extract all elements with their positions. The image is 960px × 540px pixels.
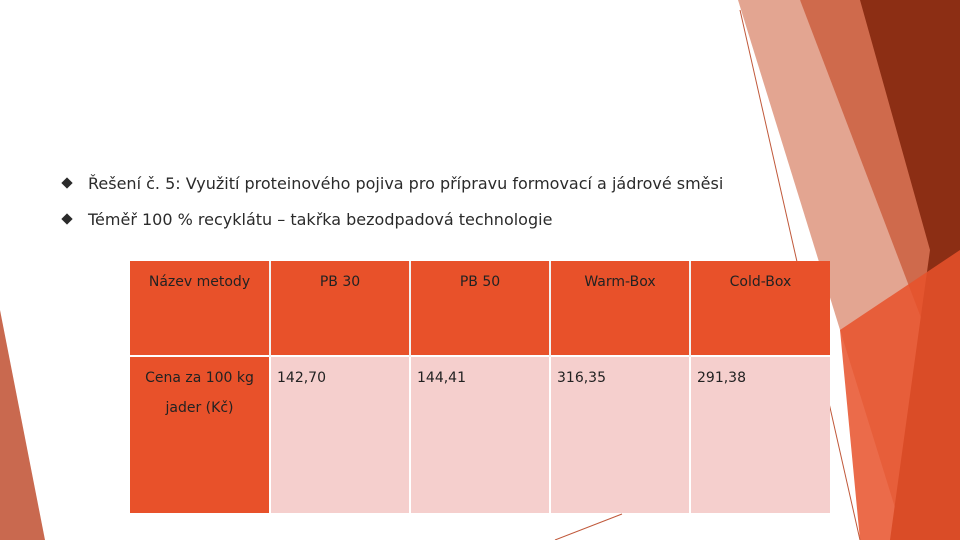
- table-row: Cena za 100 kg jader (Kč) 142,70 144,41 …: [130, 355, 830, 513]
- bullet-text: Řešení č. 5: Využití proteinového pojiva…: [88, 174, 724, 193]
- diamond-bullet-icon: [61, 213, 73, 225]
- decor-left-shape: [0, 310, 45, 540]
- table-cell: 291,38: [690, 355, 830, 513]
- decor-bottom-line: [554, 513, 623, 540]
- bullet-item: Téměř 100 % recyklátu – takřka bezodpado…: [61, 210, 742, 230]
- bullet-item: Řešení č. 5: Využití proteinového pojiva…: [61, 174, 742, 194]
- bullet-text: Téměř 100 % recyklátu – takřka bezodpado…: [88, 210, 553, 229]
- table-row-label: Cena za 100 kg jader (Kč): [130, 355, 271, 513]
- decor-orange-triangle: [840, 250, 960, 540]
- table-cell: 142,70: [270, 355, 411, 513]
- table-header-cell: Warm-Box: [550, 261, 691, 356]
- table-cell: 144,41: [410, 355, 551, 513]
- table-header-cell: Cold-Box: [690, 261, 830, 356]
- cost-table: Název metody PB 30 PB 50 Warm-Box Cold-B…: [130, 261, 830, 513]
- table-header-row: Název metody PB 30 PB 50 Warm-Box Cold-B…: [130, 261, 830, 356]
- table-header-cell: PB 30: [270, 261, 411, 356]
- bullet-list: Řešení č. 5: Využití proteinového pojiva…: [61, 174, 742, 230]
- table-header-cell: PB 50: [410, 261, 551, 356]
- diamond-bullet-icon: [61, 177, 73, 189]
- table-cell: 316,35: [550, 355, 691, 513]
- table-header-cell: Název metody: [130, 261, 271, 356]
